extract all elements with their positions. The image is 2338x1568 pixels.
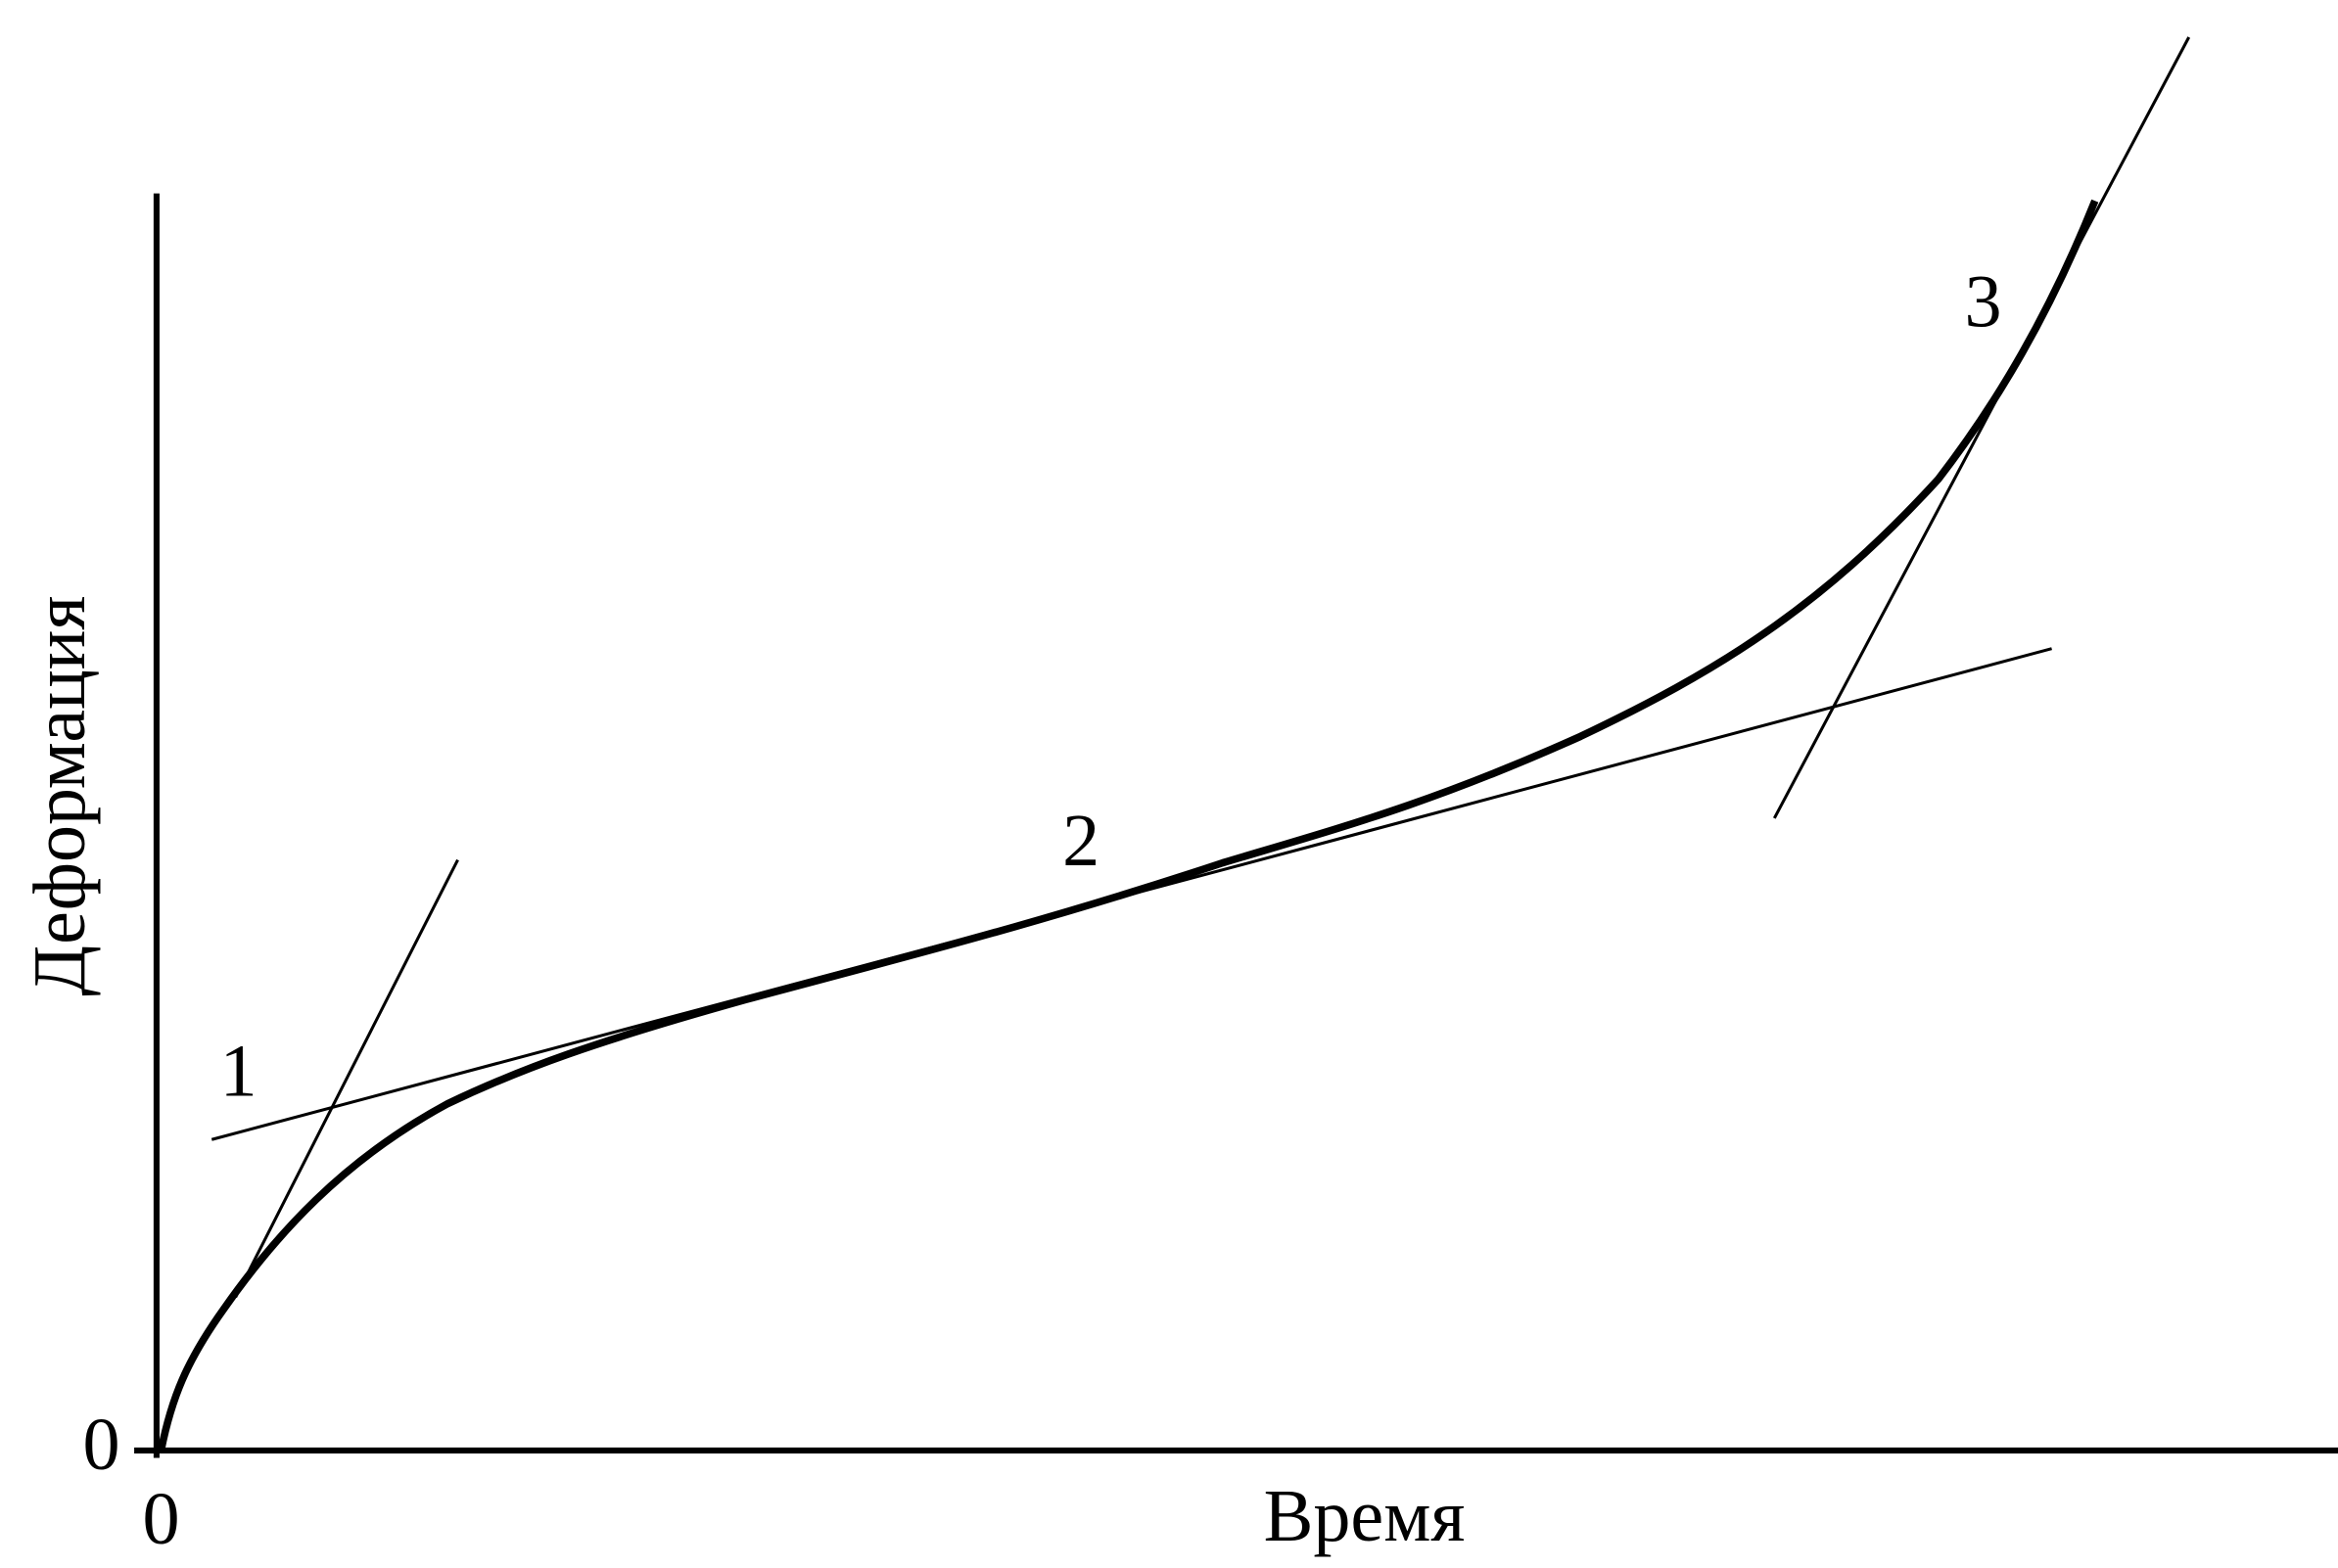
stage-label: 1	[220, 1030, 257, 1112]
tangent-3	[1772, 36, 2191, 819]
y-axis-label: Деформация	[19, 596, 101, 996]
x-origin-label: 0	[142, 1478, 179, 1560]
stage-label: 3	[1965, 261, 2002, 344]
stage-label: 2	[1062, 800, 1099, 882]
tangent-2	[210, 647, 2052, 1141]
creep-curve	[157, 199, 2099, 1452]
tangent-1	[234, 858, 459, 1299]
x-axis-label: Время	[1264, 1475, 1466, 1557]
y-origin-label: 0	[83, 1404, 120, 1486]
